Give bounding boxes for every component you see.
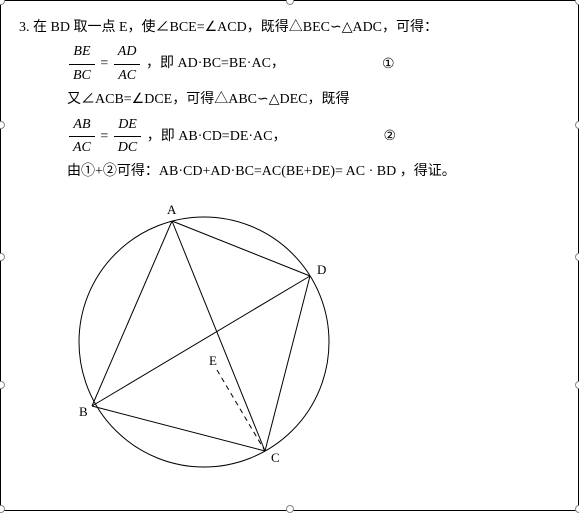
selection-handle <box>286 0 294 5</box>
mark-2: ② <box>383 126 396 148</box>
eq1-after: ，即 AD·BC=BE·AC， <box>146 57 285 72</box>
selection-handle <box>286 505 294 513</box>
fraction-1-left: BE BC <box>69 41 95 87</box>
eq2-after: ，即 AB·CD=DE·AC， <box>147 129 287 144</box>
line1: 在 BD 取一点 E，使∠BCE=∠ACD，既得△BEC∽△ADC，可得： <box>33 20 438 35</box>
fraction-2-left: AB AC <box>69 114 95 160</box>
svg-text:E: E <box>209 353 217 368</box>
svg-text:A: A <box>167 202 177 217</box>
svg-text:D: D <box>317 262 326 277</box>
selection-handle <box>0 0 5 5</box>
svg-text:C: C <box>271 450 280 465</box>
selection-handle <box>575 0 579 5</box>
geometry-diagram: A B C D E <box>59 192 359 472</box>
selection-handle <box>0 121 5 129</box>
mark-1: ① <box>382 54 395 76</box>
selection-handle <box>575 381 579 389</box>
line2: 又∠ACB=∠DCE，可得△ABC∽△DEC，既得 <box>19 89 560 111</box>
selection-handle <box>0 505 5 513</box>
problem-number: 3. <box>19 20 30 35</box>
svg-text:B: B <box>79 404 88 419</box>
fraction-2-right: DE DC <box>114 114 141 160</box>
selection-handle <box>0 253 5 261</box>
selection-handle <box>0 381 5 389</box>
line3: 由①+②可得：AB·CD+AD·BC=AC(BE+DE)= AC · BD ，得… <box>19 161 560 183</box>
selection-handle <box>575 253 579 261</box>
fraction-1-right: AD AC <box>114 41 141 87</box>
selection-handle <box>575 505 579 513</box>
selection-handle <box>575 121 579 129</box>
